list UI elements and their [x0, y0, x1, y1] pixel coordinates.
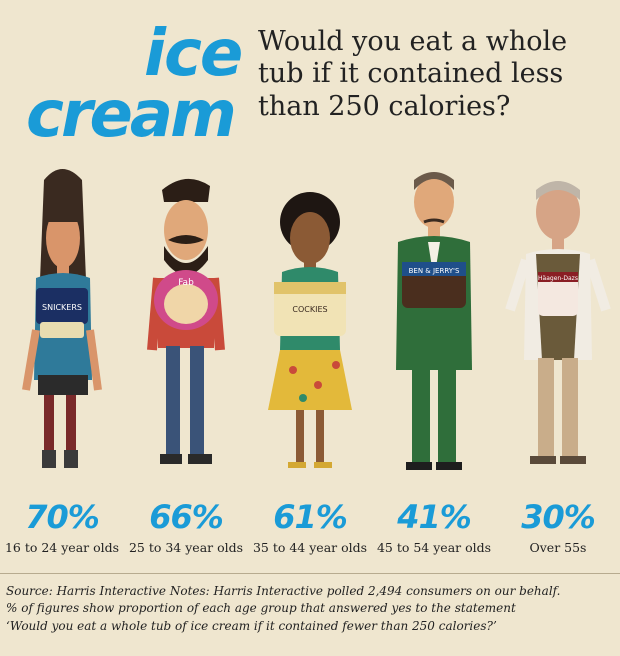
woman-dress-illustration: COCKIES: [268, 192, 352, 468]
source-line-1: Source: Harris Interactive Notes: Harris…: [6, 584, 561, 598]
figure-45-54: BEN & JERRY'S: [372, 150, 496, 490]
logo-word-cream: cream: [26, 77, 237, 152]
tub-label-4: BEN & JERRY'S: [409, 267, 460, 275]
stat-16-24: 70% 16 to 24 year olds: [0, 498, 124, 555]
source-line-3: ‘Would you eat a whole tub of ice cream …: [6, 618, 497, 633]
category-label: 16 to 24 year olds: [4, 540, 120, 555]
source-note: Source: Harris Interactive Notes: Harris…: [6, 583, 614, 635]
logo-word-ice: ice: [144, 17, 243, 91]
tub-snickers: [36, 288, 88, 324]
tub-haagen-dazs: [538, 272, 578, 316]
elderly-man-illustration: Häagen-Dazs: [505, 181, 611, 464]
value-label: 61%: [273, 498, 348, 536]
stats-row: 70% 16 to 24 year olds 66% 25 to 34 year…: [0, 498, 620, 566]
value-label: 30%: [521, 498, 596, 536]
value-label: 41%: [397, 498, 472, 536]
woman-illustration: SNICKERS: [22, 169, 102, 468]
man-suit-illustration: BEN & JERRY'S: [396, 172, 472, 470]
figure-35-44: COCKIES: [248, 150, 372, 490]
headline: Would you eat a whole tub if it containe…: [258, 26, 568, 122]
source-line-2: % of figures show proportion of each age…: [6, 601, 516, 616]
figures-row: SNICKERS Fab: [0, 150, 620, 490]
divider: [0, 573, 620, 574]
category-label: 35 to 44 year olds: [252, 540, 368, 555]
category-label: 25 to 34 year olds: [128, 540, 244, 555]
category-label: Over 55s: [529, 540, 587, 555]
stat-over-55: 30% Over 55s: [496, 498, 620, 555]
figure-25-34: Fab: [124, 150, 248, 490]
man-moustache-illustration: Fab: [147, 178, 225, 464]
figure-over-55: Häagen-Dazs: [496, 150, 620, 490]
tub-label-5: Häagen-Dazs: [538, 275, 578, 282]
value-label: 70%: [25, 498, 100, 536]
stat-45-54: 41% 45 to 54 year olds: [372, 498, 496, 555]
tub-label-2: Fab: [178, 278, 194, 288]
tub-cookies: [274, 282, 346, 336]
value-label: 66%: [149, 498, 224, 536]
category-label: 45 to 54 year olds: [376, 540, 492, 555]
tub-label-3: COCKIES: [292, 305, 327, 314]
tub-label-1: SNICKERS: [42, 303, 82, 312]
figure-16-24: SNICKERS: [0, 150, 124, 490]
ice-cream-logo: ice cream: [26, 17, 256, 152]
stat-25-34: 66% 25 to 34 year olds: [124, 498, 248, 555]
stat-35-44: 61% 35 to 44 year olds: [248, 498, 372, 555]
